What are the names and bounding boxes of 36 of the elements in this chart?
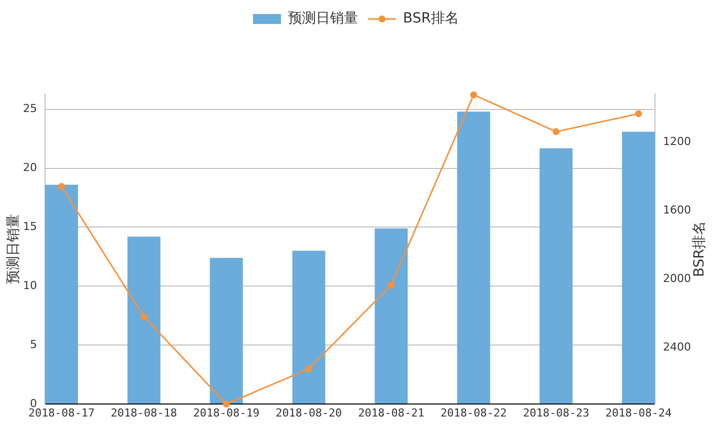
point (140, 313, 148, 320)
x-tick-label: 2018-08-19 (193, 406, 260, 420)
y2-tick-label: 2400 (663, 340, 691, 354)
bar (540, 148, 573, 404)
x-tick-label: 2018-08-20 (276, 406, 342, 420)
y-tick-label: 25 (23, 102, 37, 116)
legend-label: BSR排名 (403, 10, 459, 27)
bar (457, 112, 490, 404)
bar (374, 228, 408, 404)
x-tick-label: 2018-08-24 (605, 406, 672, 420)
y-tick-label: 10 (23, 278, 37, 292)
point (552, 128, 560, 136)
bar (622, 132, 655, 404)
y2-axis-title: BSR排名 (692, 221, 708, 277)
x-tick-label: 2018-08-18 (110, 406, 178, 420)
point (222, 400, 230, 408)
bar (127, 236, 160, 404)
x-tick-label: 2018-08-23 (522, 406, 590, 420)
y-tick-label: 20 (23, 161, 37, 174)
x-tick-label: 2018-08-21 (358, 406, 424, 420)
y2-tick-label: 1200 (663, 134, 691, 148)
bar (292, 250, 326, 404)
point (635, 110, 642, 118)
y2-tick-label: 2000 (663, 272, 691, 285)
bar (210, 258, 243, 404)
y-axis-title: 预测日销量 (6, 214, 22, 284)
point (388, 281, 395, 288)
x-tick-label: 2018-08-22 (440, 406, 507, 420)
bar (45, 184, 78, 404)
point (305, 365, 312, 372)
y2-tick-label: 1600 (663, 203, 691, 216)
point (58, 182, 65, 190)
y-tick-label: 5 (30, 338, 37, 351)
legend-label: 预测日销量 (288, 10, 358, 27)
y-tick-label: 15 (23, 220, 37, 234)
point (470, 91, 478, 98)
